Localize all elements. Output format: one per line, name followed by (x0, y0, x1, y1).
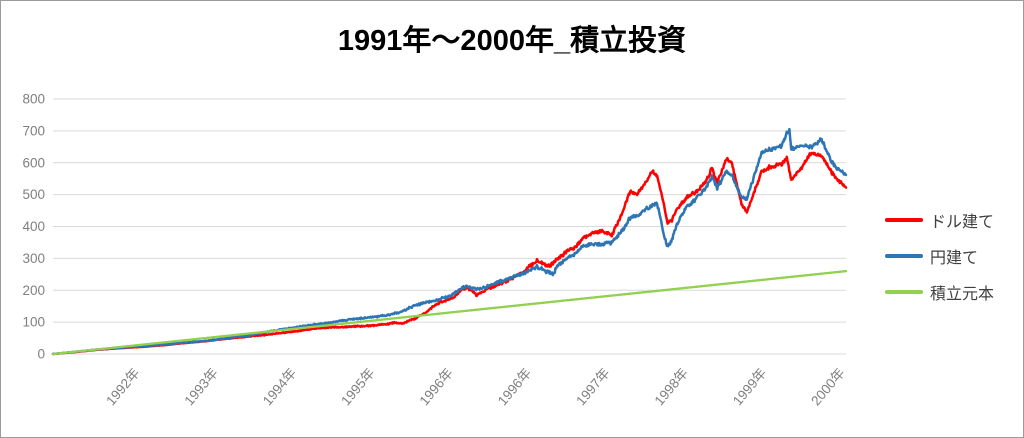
yen-series-line (51, 127, 848, 356)
x-tick-label-0: 1992年 (103, 365, 142, 408)
y-tick-label-500: 500 (22, 187, 45, 202)
chart-title: 1991年～2000年_積立投資 (337, 25, 687, 57)
x-tick-label-8: 1999年 (730, 365, 769, 408)
legend-item-principal: 積立元本 (885, 281, 994, 303)
legend-label-dollar: ドル建て (930, 214, 995, 231)
y-tick-label-200: 200 (22, 283, 45, 298)
x-tick-label-2: 1994年 (260, 365, 299, 408)
y-tick-label-100: 100 (22, 315, 45, 330)
y-tick-label-800: 800 (22, 92, 45, 107)
x-tick-label-3: 1995年 (338, 365, 377, 408)
legend: ドル建て 円建て 積立元本 (885, 209, 994, 303)
yen-line-swatch-icon (885, 254, 923, 258)
y-tick-label-400: 400 (22, 219, 45, 234)
y-tick-label-600: 600 (22, 155, 45, 170)
x-tick-label-4: 1996年 (417, 365, 456, 408)
legend-label-yen: 円建て (930, 250, 979, 267)
x-tick-label-6: 1997年 (573, 365, 612, 408)
y-tick-label-300: 300 (22, 251, 45, 266)
y-tick-label-0: 0 (37, 347, 45, 362)
principal-series-line (51, 269, 848, 356)
legend-label-principal: 積立元本 (930, 286, 995, 303)
x-tick-label-5: 1996年 (495, 365, 534, 408)
principal-line-swatch-icon (885, 290, 923, 294)
legend-item-yen: 円建て (885, 245, 994, 267)
dollar-line-swatch-icon (885, 218, 923, 222)
legend-item-dollar: ドル建て (885, 209, 994, 231)
x-tick-label-1: 1993年 (182, 365, 221, 408)
dollar-series-line (51, 151, 848, 356)
y-tick-label-700: 700 (22, 123, 45, 138)
x-tick-label-7: 1998年 (652, 365, 691, 408)
x-tick-label-9: 2000年 (808, 365, 847, 408)
